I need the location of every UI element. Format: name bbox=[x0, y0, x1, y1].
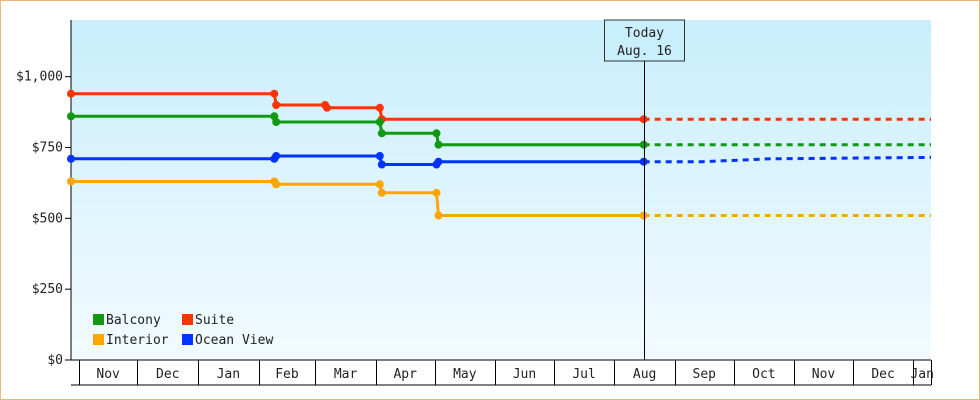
x-tick-label: Jul bbox=[572, 367, 595, 382]
x-tick-label: Mar bbox=[334, 367, 358, 382]
series-projection-ocean-view bbox=[643, 155, 932, 164]
plot-area bbox=[71, 20, 931, 360]
data-point bbox=[67, 177, 75, 186]
data-point bbox=[272, 152, 281, 160]
legend-label-balcony: Balcony bbox=[106, 313, 161, 328]
data-point bbox=[639, 140, 648, 149]
data-point bbox=[375, 118, 384, 126]
data-point bbox=[272, 180, 281, 189]
data-point bbox=[639, 211, 648, 220]
data-point bbox=[377, 129, 386, 138]
x-tick-label: Jan bbox=[217, 367, 240, 382]
data-point bbox=[434, 157, 443, 166]
data-point bbox=[272, 118, 281, 126]
data-point bbox=[377, 188, 386, 197]
data-point bbox=[639, 115, 648, 124]
y-tick-label: $0 bbox=[47, 353, 63, 368]
x-tick-label: Jan bbox=[910, 367, 933, 382]
x-tick-label: Feb bbox=[275, 367, 299, 382]
x-tick-label: Dec bbox=[871, 367, 894, 382]
legend-label-ocean-view: Ocean View bbox=[195, 333, 273, 348]
data-point bbox=[375, 152, 384, 160]
data-point bbox=[434, 211, 443, 220]
data-point bbox=[270, 89, 279, 98]
legend-swatch-interior bbox=[93, 334, 104, 345]
data-point bbox=[67, 112, 75, 121]
x-tick-label: May bbox=[453, 367, 477, 382]
legend-label-interior: Interior bbox=[106, 333, 169, 348]
data-point bbox=[434, 140, 443, 149]
x-tick-label: Jun bbox=[513, 367, 536, 382]
legend-swatch-suite bbox=[182, 314, 193, 325]
x-axis: Nov Dec Jan Feb Mar Apr May Jun Jul Aug Sep Oct Nov D… bbox=[71, 359, 934, 386]
series-interior bbox=[67, 177, 931, 220]
legend-swatch-ocean-view bbox=[182, 334, 193, 345]
data-point bbox=[375, 103, 384, 112]
today-marker: Today Aug. 16 bbox=[604, 19, 685, 360]
y-tick-label: $1,000 bbox=[16, 70, 63, 85]
data-point bbox=[639, 157, 648, 166]
x-tick-label: Aug bbox=[633, 367, 656, 382]
data-point bbox=[377, 160, 386, 169]
y-tick-label: $250 bbox=[32, 282, 63, 297]
series-ocean-view bbox=[67, 152, 932, 169]
series-suite bbox=[67, 89, 931, 124]
data-point bbox=[432, 188, 441, 197]
x-tick-label: Dec bbox=[156, 367, 179, 382]
x-tick-label: Nov bbox=[812, 367, 836, 382]
y-tick-label: $750 bbox=[32, 141, 63, 156]
x-tick-label: Nov bbox=[96, 367, 120, 382]
today-box bbox=[604, 19, 685, 62]
today-date-label: Aug. 16 bbox=[617, 44, 672, 59]
legend-swatch-balcony bbox=[93, 314, 104, 325]
series-lines bbox=[67, 89, 932, 220]
legend: Balcony Suite Interior Ocean View bbox=[93, 313, 273, 348]
y-tick-label: $500 bbox=[32, 211, 63, 226]
data-point bbox=[375, 180, 384, 189]
data-point bbox=[272, 101, 281, 109]
legend-label-suite: Suite bbox=[195, 313, 234, 328]
x-tick-label: Sep bbox=[693, 367, 717, 382]
series-balcony bbox=[67, 112, 931, 149]
data-point bbox=[67, 154, 75, 163]
data-point bbox=[432, 129, 441, 138]
data-point bbox=[67, 89, 75, 98]
y-axis: $0 $250 $500 $750 $1,000 bbox=[16, 20, 72, 368]
x-tick-label: Oct bbox=[752, 367, 775, 382]
x-tick-label: Apr bbox=[393, 367, 417, 382]
data-point bbox=[323, 103, 331, 112]
today-label: Today bbox=[625, 26, 664, 41]
